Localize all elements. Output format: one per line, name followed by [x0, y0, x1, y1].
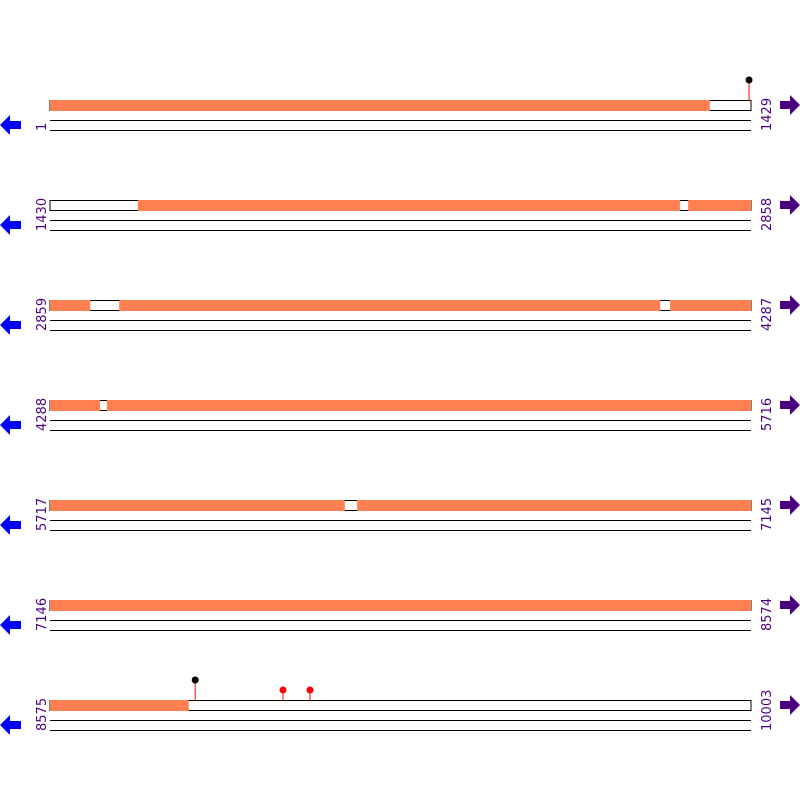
pin-head[interactable]: [279, 686, 287, 694]
arrow-right-icon[interactable]: [780, 295, 800, 315]
pin-head[interactable]: [191, 676, 199, 684]
sequence-row: 4288 5716: [0, 395, 800, 435]
coverage-bar[interactable]: [357, 500, 751, 511]
row-start-label: 4288: [35, 398, 50, 431]
variant-pin[interactable]: [306, 686, 314, 701]
coverage-bar[interactable]: [670, 300, 751, 311]
coverage-bar[interactable]: [119, 300, 661, 311]
coverage-bar[interactable]: [50, 600, 751, 611]
arrow-left-icon[interactable]: [0, 415, 21, 435]
variant-pin[interactable]: [279, 686, 287, 701]
row-end-label: 1429: [760, 98, 775, 131]
arrow-right-icon[interactable]: [780, 695, 800, 715]
arrow-right-icon[interactable]: [780, 495, 800, 515]
coverage-bar[interactable]: [50, 100, 710, 111]
sequence-row: 7146 8574: [0, 595, 800, 635]
row-start-label: 7146: [35, 598, 50, 631]
coverage-bar[interactable]: [50, 400, 101, 411]
arrow-left-icon[interactable]: [0, 215, 21, 235]
arrow-right-icon[interactable]: [780, 395, 800, 415]
row-start-label: 2859: [35, 298, 50, 331]
arrow-left-icon[interactable]: [0, 615, 21, 635]
row-start-label: 5717: [35, 498, 50, 531]
row-start-label: 1430: [35, 198, 50, 231]
sequence-row: 8575 10003: [0, 676, 800, 735]
row-end-label: 2858: [760, 198, 775, 231]
sequence-row: 2859 4287: [0, 295, 800, 335]
coverage-bar[interactable]: [50, 500, 345, 511]
arrow-right-icon[interactable]: [780, 95, 800, 115]
sequence-row: 1 1429: [0, 76, 800, 135]
row-end-label: 7145: [760, 498, 775, 531]
row-end-label: 4287: [760, 298, 775, 331]
row-end-label: 5716: [760, 398, 775, 431]
row-start-label: 8575: [35, 698, 50, 731]
pin-head[interactable]: [306, 686, 314, 694]
arrow-right-icon[interactable]: [780, 595, 800, 615]
coverage-bar[interactable]: [50, 300, 91, 311]
sequence-row: 5717 7145: [0, 495, 800, 535]
row-start-label: 1: [35, 123, 50, 131]
arrow-left-icon[interactable]: [0, 315, 21, 335]
coverage-bar[interactable]: [688, 200, 751, 211]
arrow-left-icon[interactable]: [0, 715, 21, 735]
coverage-bar[interactable]: [50, 700, 189, 711]
coverage-bar[interactable]: [137, 200, 680, 211]
row-end-label: 10003: [760, 690, 775, 731]
arrow-left-icon[interactable]: [0, 115, 21, 135]
variant-pin[interactable]: [745, 76, 753, 101]
coverage-bar[interactable]: [106, 400, 752, 411]
pin-head[interactable]: [745, 76, 753, 84]
row-end-label: 8574: [760, 598, 775, 631]
arrow-left-icon[interactable]: [0, 515, 21, 535]
arrow-right-icon[interactable]: [780, 195, 800, 215]
variant-pin[interactable]: [191, 676, 199, 701]
sequence-row: 1430 2858: [0, 195, 800, 235]
